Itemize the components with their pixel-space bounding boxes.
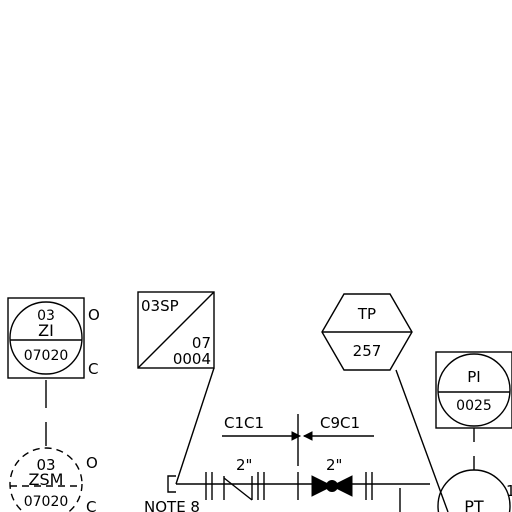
zsm-top: 03 bbox=[36, 456, 55, 474]
zsm-instrument[interactable]: 03 ZSM 07020 bbox=[9, 447, 83, 512]
zi-closed-label: C bbox=[88, 360, 98, 378]
pt-instrument[interactable]: PT bbox=[437, 469, 511, 512]
zi-open-label: O bbox=[88, 306, 100, 324]
pi-instrument[interactable]: PI 0025 bbox=[435, 351, 512, 429]
pt-side-label: 1 bbox=[506, 482, 512, 500]
zsm-label: ZSM bbox=[29, 470, 64, 489]
pi-num: 0025 bbox=[456, 398, 492, 414]
spec-left: C1C1 bbox=[224, 414, 264, 432]
note-label: NOTE 8 bbox=[144, 498, 200, 512]
zsm-open-label: O bbox=[86, 454, 98, 472]
sp-code: 03SP bbox=[141, 297, 179, 315]
tp-hexagon[interactable]: TP 257 bbox=[321, 293, 413, 371]
line-end-cap bbox=[167, 475, 176, 493]
tp-num: 257 bbox=[353, 342, 382, 360]
zi-instrument[interactable]: 03 ZI 07020 bbox=[7, 297, 85, 379]
spec-break: C1C1 C9C1 bbox=[222, 414, 374, 466]
sp-function-block[interactable]: 03SP 07 0004 bbox=[137, 291, 215, 369]
spec-right: C9C1 bbox=[320, 414, 360, 432]
ball-valve[interactable]: 2" bbox=[297, 456, 373, 500]
tp-connector bbox=[395, 369, 449, 512]
zsm-tag: 07020 bbox=[24, 494, 69, 510]
zi-tag: 07020 bbox=[24, 348, 69, 364]
ball-valve-size: 2" bbox=[326, 456, 342, 474]
pi-label: PI bbox=[467, 368, 480, 386]
zi-top: 03 bbox=[37, 308, 55, 324]
sp-num1: 07 bbox=[192, 334, 211, 352]
pt-label: PT bbox=[464, 497, 484, 512]
zi-label: ZI bbox=[38, 321, 54, 340]
sp-num2: 0004 bbox=[173, 350, 211, 368]
check-valve-size: 2" bbox=[236, 456, 252, 474]
zsm-closed-label: C bbox=[86, 498, 96, 512]
check-valve[interactable]: 2" bbox=[205, 456, 265, 501]
sp-signal-line bbox=[175, 367, 215, 485]
tp-label: TP bbox=[357, 305, 376, 323]
